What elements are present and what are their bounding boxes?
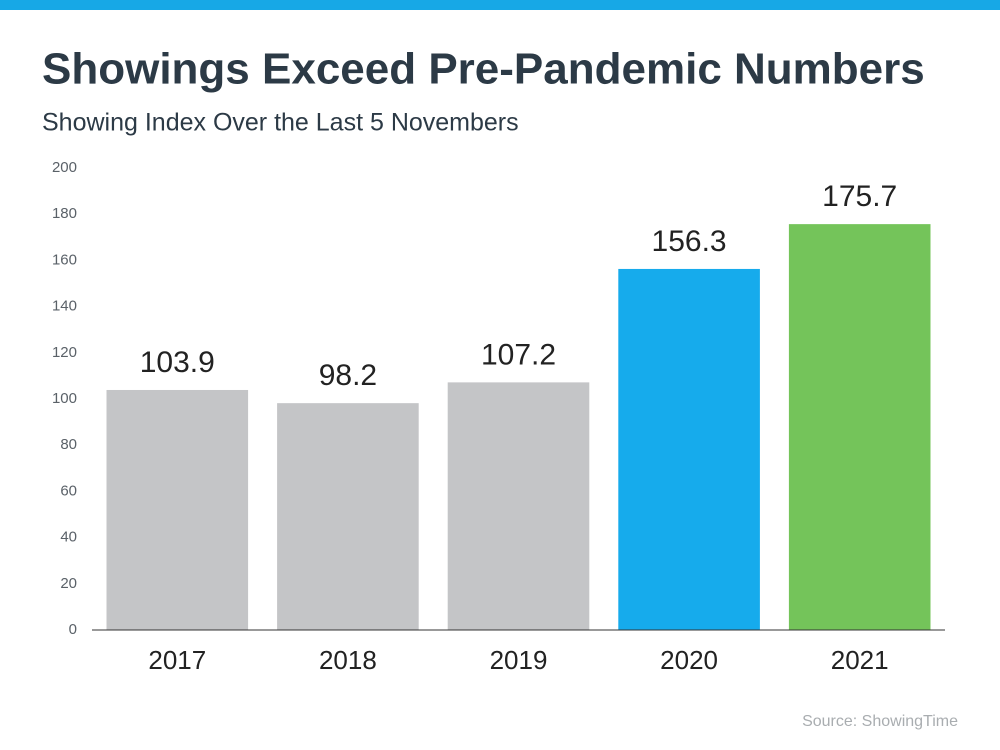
y-tick-label: 200 bbox=[52, 159, 77, 176]
y-tick-label: 80 bbox=[60, 436, 77, 453]
value-label: 175.7 bbox=[822, 180, 897, 213]
source: Source: ShowingTime bbox=[802, 713, 958, 730]
value-label: 103.9 bbox=[140, 346, 215, 379]
y-tick-label: 100 bbox=[52, 390, 77, 407]
y-tick-label: 180 bbox=[52, 205, 77, 222]
x-tick-label: 2017 bbox=[148, 645, 206, 675]
bar bbox=[106, 389, 249, 630]
y-tick-label: 160 bbox=[52, 251, 77, 268]
y-tick-label: 0 bbox=[69, 621, 77, 638]
chart-subtitle: Showing Index Over the Last 5 Novembers bbox=[42, 109, 519, 137]
value-label: 107.2 bbox=[481, 338, 556, 371]
value-label: 156.3 bbox=[652, 225, 727, 258]
y-tick-label: 120 bbox=[52, 344, 77, 361]
value-label: 98.2 bbox=[319, 359, 377, 392]
x-tick-label: 2018 bbox=[319, 645, 377, 675]
y-tick-label: 40 bbox=[60, 529, 77, 546]
bar bbox=[277, 403, 419, 630]
y-tick-label: 20 bbox=[60, 575, 77, 592]
chart-title: Showings Exceed Pre-Pandemic Numbers bbox=[42, 45, 925, 94]
bar bbox=[618, 268, 760, 630]
y-tick-label: 140 bbox=[52, 298, 77, 315]
y-tick-label: 60 bbox=[60, 482, 77, 499]
bar bbox=[788, 224, 931, 630]
x-tick-label: 2020 bbox=[660, 645, 718, 675]
bar bbox=[447, 382, 590, 630]
x-tick-label: 2019 bbox=[490, 645, 548, 675]
top-stripe bbox=[0, 0, 1000, 10]
x-tick-label: 2021 bbox=[831, 645, 889, 675]
